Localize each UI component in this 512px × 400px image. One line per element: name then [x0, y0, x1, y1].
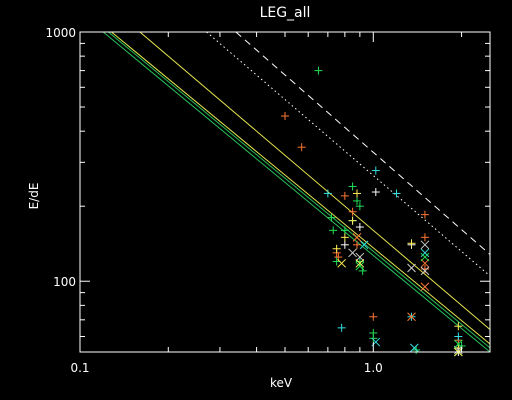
data-point: [407, 263, 416, 273]
data-point: [355, 257, 364, 266]
data-point: [340, 226, 349, 235]
y-tick-label: 1000: [45, 26, 76, 40]
reference-line-3: [111, 32, 490, 345]
data-point: [359, 240, 369, 250]
data-point: [369, 312, 378, 321]
data-point: [407, 312, 416, 322]
data-point: [420, 258, 430, 268]
data-point: [353, 196, 362, 205]
data-point: [340, 233, 349, 242]
data-point: [454, 332, 463, 341]
reference-line-2: [108, 32, 490, 349]
data-point: [369, 334, 378, 343]
data-point: [407, 239, 416, 248]
axis-ticks: 0.1 1.0 100 1000: [45, 26, 490, 375]
reference-line-4: [139, 32, 490, 330]
reference-line-6: [235, 32, 490, 255]
data-point: [329, 226, 338, 235]
data-point: [353, 240, 362, 249]
data-point: [323, 189, 332, 198]
data-point: [420, 233, 429, 242]
data-point: [355, 261, 365, 271]
plot-frame: [79, 31, 491, 353]
data-point: [453, 339, 463, 349]
data-point: [332, 244, 341, 253]
data-point: [340, 240, 349, 249]
data-point: [355, 258, 365, 268]
y-tick-label: 100: [53, 275, 76, 289]
data-point: [352, 232, 362, 242]
reference-line-5: [206, 32, 490, 277]
data-point: [420, 240, 430, 250]
data-point: [355, 252, 365, 262]
data-point: [355, 223, 364, 232]
data-point: [371, 166, 380, 175]
x-axis-label: keV: [270, 376, 293, 390]
data-point: [340, 191, 349, 200]
data-point: [314, 66, 323, 75]
data-point: [348, 207, 357, 216]
y-axis-label: E/dE: [27, 183, 41, 210]
chart-title: LEG_all: [260, 5, 311, 21]
data-point: [348, 216, 357, 225]
data-point: [348, 182, 357, 191]
reference-line-1: [102, 32, 490, 352]
data-point: [420, 282, 430, 292]
data-point: [337, 258, 346, 268]
data-point: [355, 202, 364, 211]
data-point: [371, 188, 380, 197]
x-tick-label: 1.0: [364, 361, 383, 375]
data-point: [420, 266, 430, 276]
data-points: [281, 66, 466, 357]
data-point: [327, 213, 336, 222]
data-point: [348, 248, 357, 258]
data-point: [409, 343, 419, 353]
data-point: [420, 210, 429, 219]
data-point: [420, 248, 430, 258]
data-point: [392, 189, 401, 198]
data-point: [420, 264, 429, 273]
data-point: [337, 323, 346, 332]
reference-lines: [102, 32, 490, 352]
data-point: [297, 143, 306, 152]
data-point: [353, 189, 362, 198]
x-tick-label: 0.1: [70, 361, 89, 375]
data-point: [281, 112, 289, 121]
data-point: [420, 252, 430, 262]
data-point: [454, 322, 463, 331]
